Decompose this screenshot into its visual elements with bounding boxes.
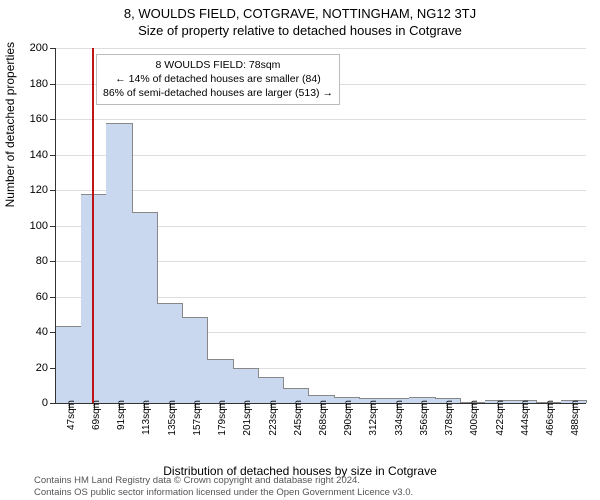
x-tick-label: 356sqm xyxy=(419,400,430,440)
histogram-bar xyxy=(233,368,259,403)
x-tick-label: 157sqm xyxy=(192,400,203,440)
grid-line xyxy=(56,119,586,120)
marker-line xyxy=(92,48,94,403)
x-tick-label: 290sqm xyxy=(343,400,354,440)
x-tick-label: 91sqm xyxy=(116,400,127,440)
x-tick-label: 245sqm xyxy=(293,400,304,440)
plot-area: 02040608010012014016018020047sqm69sqm91s… xyxy=(55,48,586,404)
y-tick-label: 80 xyxy=(36,255,48,267)
y-tick xyxy=(50,190,56,191)
grid-line xyxy=(56,155,586,156)
y-tick-label: 0 xyxy=(42,397,48,409)
y-tick-label: 140 xyxy=(30,149,48,161)
y-tick xyxy=(50,155,56,156)
annotation-box: 8 WOULDS FIELD: 78sqm ← 14% of detached … xyxy=(96,54,340,105)
histogram-bar xyxy=(182,317,208,403)
chart-subtitle: Size of property relative to detached ho… xyxy=(0,21,600,38)
y-axis-title: Number of detached properties xyxy=(3,42,17,207)
grid-line xyxy=(56,190,586,191)
x-tick-label: 179sqm xyxy=(217,400,228,440)
histogram-bar xyxy=(81,194,107,403)
histogram-bar xyxy=(106,123,132,403)
chart-title: 8, WOULDS FIELD, COTGRAVE, NOTTINGHAM, N… xyxy=(0,0,600,21)
x-tick-label: 378sqm xyxy=(444,400,455,440)
y-tick-label: 100 xyxy=(30,220,48,232)
y-tick xyxy=(50,48,56,49)
y-tick xyxy=(50,84,56,85)
x-tick-label: 422sqm xyxy=(495,400,506,440)
x-tick-label: 312sqm xyxy=(368,400,379,440)
x-tick-label: 223sqm xyxy=(268,400,279,440)
y-tick-label: 180 xyxy=(30,78,48,90)
footer-line2: Contains OS public sector information li… xyxy=(34,487,594,498)
x-tick-label: 444sqm xyxy=(520,400,531,440)
y-tick xyxy=(50,119,56,120)
annotation-line3: 86% of semi-detached houses are larger (… xyxy=(103,86,333,100)
grid-line xyxy=(56,48,586,49)
x-tick-label: 488sqm xyxy=(570,400,581,440)
y-tick xyxy=(50,261,56,262)
chart-container: 8, WOULDS FIELD, COTGRAVE, NOTTINGHAM, N… xyxy=(0,0,600,500)
y-tick xyxy=(50,403,56,404)
x-tick-label: 47sqm xyxy=(66,400,77,440)
x-tick-label: 334sqm xyxy=(394,400,405,440)
x-tick-label: 135sqm xyxy=(167,400,178,440)
y-tick-label: 160 xyxy=(30,113,48,125)
annotation-line1: 8 WOULDS FIELD: 78sqm xyxy=(103,58,333,72)
histogram-bar xyxy=(157,303,183,403)
x-tick-label: 69sqm xyxy=(91,400,102,440)
annotation-line2: ← 14% of detached houses are smaller (84… xyxy=(103,72,333,86)
y-tick-label: 120 xyxy=(30,184,48,196)
footer: Contains HM Land Registry data © Crown c… xyxy=(34,475,594,498)
footer-line1: Contains HM Land Registry data © Crown c… xyxy=(34,475,594,486)
histogram-bar xyxy=(56,326,82,403)
histogram-bar xyxy=(132,212,158,403)
histogram-bar xyxy=(207,359,233,403)
y-tick-label: 200 xyxy=(30,42,48,54)
x-tick-label: 268sqm xyxy=(318,400,329,440)
y-tick xyxy=(50,297,56,298)
x-tick-label: 400sqm xyxy=(469,400,480,440)
x-tick-label: 113sqm xyxy=(141,400,152,440)
x-tick-label: 466sqm xyxy=(545,400,556,440)
y-tick-label: 20 xyxy=(36,362,48,374)
y-tick-label: 40 xyxy=(36,326,48,338)
y-tick xyxy=(50,226,56,227)
y-tick-label: 60 xyxy=(36,291,48,303)
x-tick-label: 201sqm xyxy=(242,400,253,440)
